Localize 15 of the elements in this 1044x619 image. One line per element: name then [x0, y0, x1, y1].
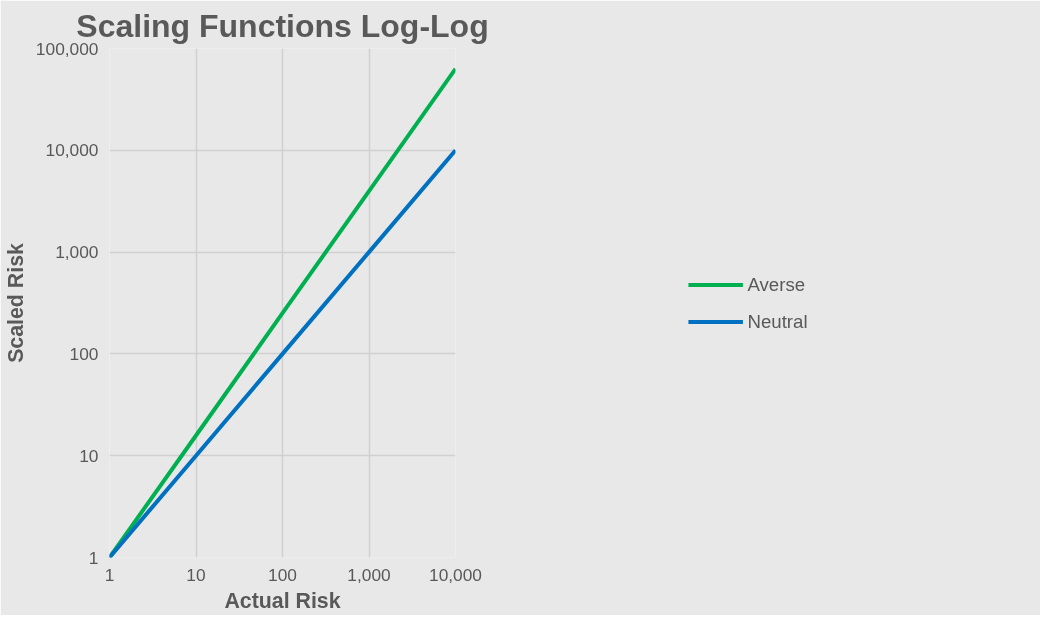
- line-series: [109, 148, 456, 558]
- y-tick-label: 1: [88, 547, 99, 568]
- x-tick-label: 100: [268, 564, 297, 585]
- x-tick-label: 10: [186, 564, 206, 585]
- y-tick-label: 1,000: [55, 242, 99, 263]
- legend-label: Neutral: [747, 310, 808, 332]
- x-tick-label: 1: [104, 564, 115, 585]
- y-tick-label: 10: [79, 445, 99, 466]
- legend-label: Averse: [747, 273, 806, 295]
- x-tick-label: 1,000: [347, 564, 391, 585]
- y-tick-label: 100: [69, 343, 99, 364]
- y-tick-label: 10,000: [45, 140, 99, 161]
- x-axis-title: Actual Risk: [224, 588, 341, 613]
- y-axis-title: Scaled Risk: [3, 242, 28, 363]
- x-tick-label: 10,000: [429, 564, 482, 585]
